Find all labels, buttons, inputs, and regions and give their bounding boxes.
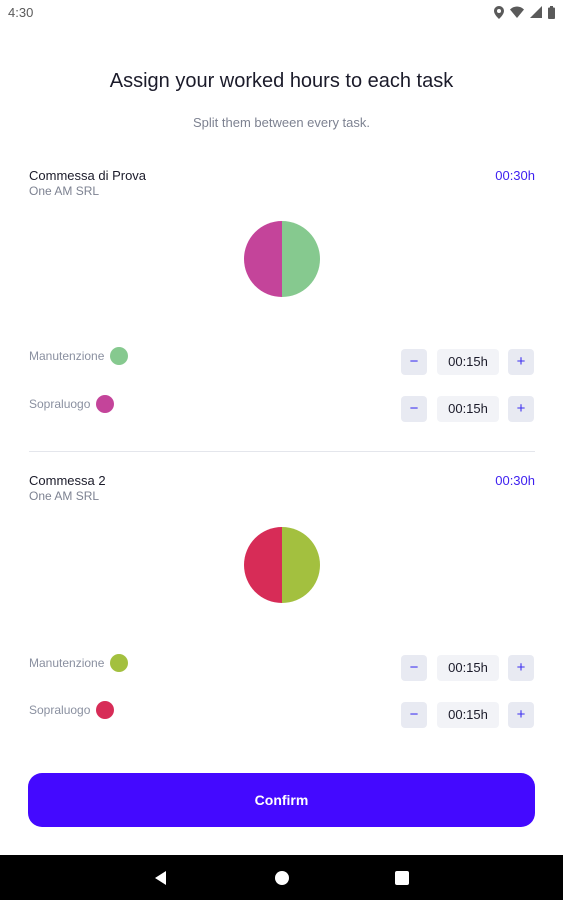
job-client: One AM SRL [29, 489, 100, 503]
pie-slice-sopraluogo [244, 221, 282, 297]
job-pie-chart [244, 221, 320, 297]
increase-button[interactable]: + [508, 702, 534, 728]
decrease-button[interactable]: − [401, 702, 427, 728]
task-label: Sopraluogo [29, 703, 91, 717]
navigation-bar [0, 855, 563, 900]
battery-icon [548, 5, 555, 19]
status-icons [494, 5, 555, 19]
pie-slice-manutenzione [282, 527, 320, 603]
task-time-value[interactable]: 00:15h [437, 349, 499, 375]
task-label: Sopraluogo [29, 397, 91, 411]
task-row-label: Manutenzione [29, 654, 129, 672]
task-time-value[interactable]: 00:15h [437, 655, 499, 681]
task-label: Manutenzione [29, 349, 105, 363]
home-icon[interactable] [272, 868, 292, 888]
confirm-button[interactable]: Confirm [28, 773, 535, 827]
job-pie-chart [244, 527, 320, 603]
pie-slice-manutenzione [282, 221, 320, 297]
page-title: Assign your worked hours to each task [109, 70, 454, 92]
decrease-button[interactable]: − [401, 655, 427, 681]
task-time-value[interactable]: 00:15h [437, 396, 499, 422]
task-color-dot [110, 347, 129, 365]
pie-slice-sopraluogo [244, 527, 282, 603]
task-row-label: Sopraluogo [29, 701, 115, 719]
task-color-dot [96, 701, 115, 719]
status-bar: 4:30 [0, 0, 563, 24]
task-row-label: Manutenzione [29, 347, 129, 365]
job-total-hours: 00:30h [495, 168, 535, 183]
task-color-dot [96, 395, 115, 413]
task-label: Manutenzione [29, 656, 105, 670]
job-total-hours: 00:30h [495, 473, 535, 488]
signal-icon [530, 6, 542, 18]
job-name: Commessa di Prova [29, 168, 147, 183]
decrease-button[interactable]: − [401, 396, 427, 422]
job-client: One AM SRL [29, 184, 100, 198]
decrease-button[interactable]: − [401, 349, 427, 375]
increase-button[interactable]: + [508, 349, 534, 375]
back-icon[interactable] [151, 868, 171, 888]
task-row-label: Sopraluogo [29, 395, 115, 413]
increase-button[interactable]: + [508, 655, 534, 681]
page-subtitle: Split them between every task. [192, 115, 371, 130]
job-name: Commessa 2 [29, 473, 106, 488]
status-time: 4:30 [8, 5, 34, 20]
task-time-value[interactable]: 00:15h [437, 702, 499, 728]
section-divider [29, 451, 535, 452]
location-icon [494, 5, 504, 19]
task-color-dot [110, 654, 129, 672]
wifi-icon [510, 6, 524, 18]
recents-icon[interactable] [392, 868, 412, 888]
increase-button[interactable]: + [508, 396, 534, 422]
